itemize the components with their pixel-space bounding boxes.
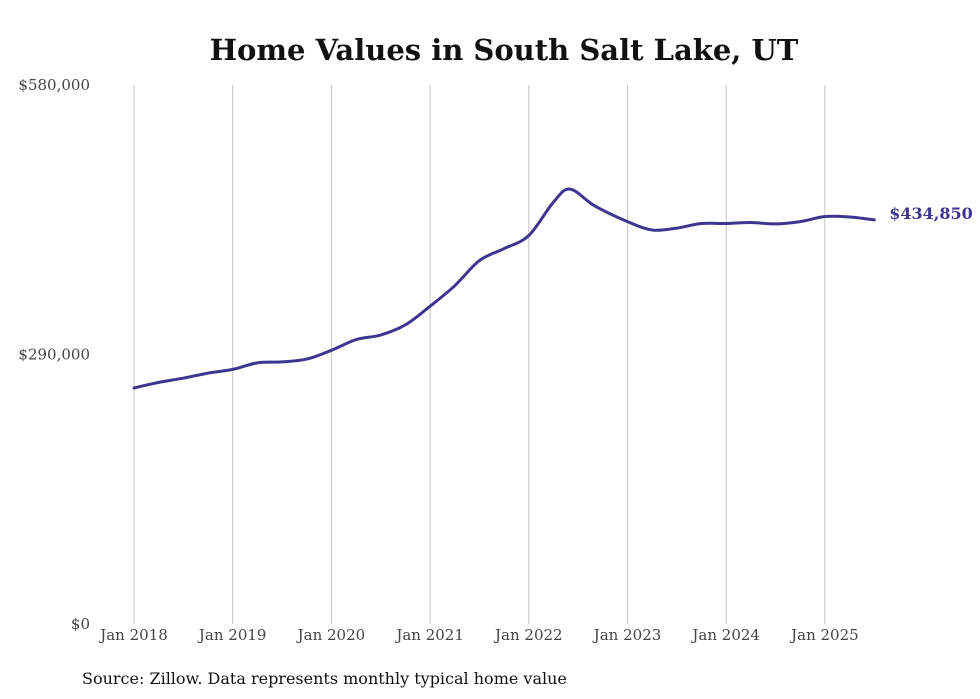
- gridlines: [133, 85, 826, 624]
- y-tick-label: $580,000: [18, 76, 90, 94]
- x-tick-label: Jan 2023: [592, 626, 662, 644]
- y-tick-label: $0: [71, 615, 90, 633]
- chart-title: Home Values in South Salt Lake, UT: [210, 33, 799, 67]
- x-tick-label: Jan 2018: [98, 626, 168, 644]
- x-tick-label: Jan 2021: [394, 626, 464, 644]
- y-tick-label: $290,000: [18, 346, 90, 364]
- home-value-line: [132, 187, 876, 390]
- x-tick-label: Jan 2022: [493, 626, 563, 644]
- x-axis-ticks: Jan 2018 Jan 2019 Jan 2020 Jan 2021 Jan 2022…: [98, 626, 858, 644]
- source-note: Source: Zillow. Data represents monthly …: [82, 669, 567, 688]
- x-tick-label: Jan 2024: [690, 626, 760, 644]
- x-tick-label: Jan 2019: [197, 626, 267, 644]
- y-axis-ticks: $0 $290,000 $580,000: [18, 76, 90, 633]
- x-tick-label: Jan 2025: [789, 626, 859, 644]
- x-tick-label: Jan 2020: [296, 626, 366, 644]
- end-value-label: $434,850: [889, 204, 973, 223]
